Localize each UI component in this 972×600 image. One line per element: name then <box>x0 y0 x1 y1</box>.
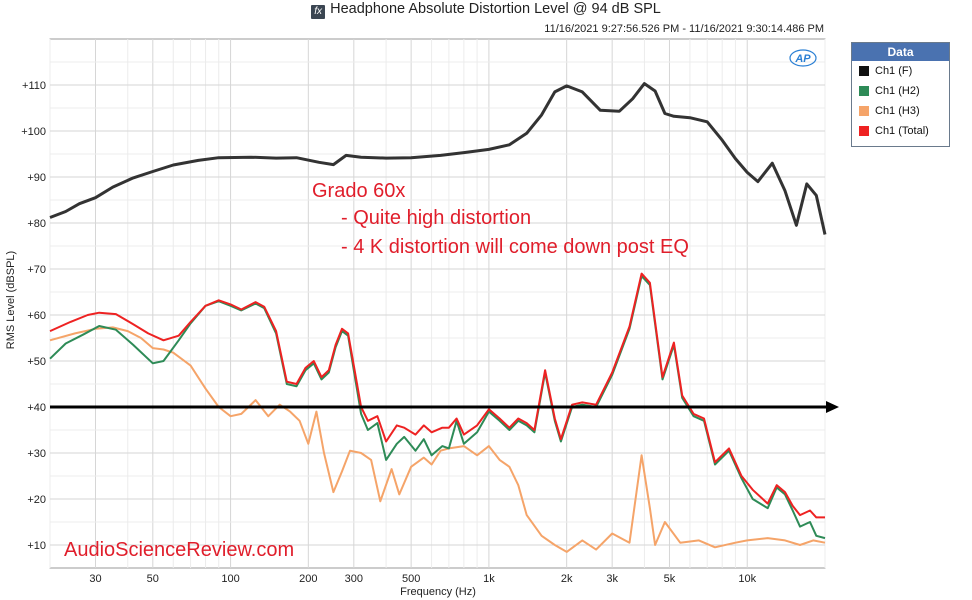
y-tick-label: +110 <box>22 80 46 92</box>
x-tick-label: 10k <box>738 573 756 585</box>
x-tick-label: 500 <box>402 573 420 585</box>
series-layer <box>49 82 827 553</box>
y-tick-label: +80 <box>27 218 46 230</box>
x-tick-label: 200 <box>299 573 317 585</box>
legend-swatch-ch1-f <box>859 66 869 76</box>
annotation-line-2: - 4 K distortion will come down post EQ <box>341 236 689 258</box>
y-tick-label: +30 <box>27 448 46 460</box>
y-tick-label: +40 <box>27 402 46 414</box>
watermark: AudioScienceReview.com <box>64 539 294 561</box>
y-tick-label: +90 <box>27 172 46 184</box>
x-tick-label: 100 <box>221 573 239 585</box>
x-tick-label: 5k <box>664 573 676 585</box>
chart-title: Headphone Absolute Distortion Level @ 94… <box>330 1 661 17</box>
legend-swatch-ch1-h3 <box>859 106 869 116</box>
legend-swatch-ch1-h2 <box>859 86 869 96</box>
legend: Data Ch1 (F) Ch1 (H2) Ch1 (H3) Ch1 (Tota… <box>851 42 950 147</box>
reference-arrowhead <box>826 401 839 413</box>
legend-title: Data <box>852 43 949 61</box>
x-tick-label: 50 <box>147 573 159 585</box>
x-tick-label: 3k <box>606 573 618 585</box>
y-tick-label: +100 <box>21 126 46 138</box>
plot-background <box>49 38 826 569</box>
legend-swatch-ch1-total <box>859 126 869 136</box>
series-line-ch1-total <box>49 272 825 519</box>
annotation-title: Grado 60x <box>312 180 405 202</box>
y-axis-label: RMS Level (dBSPL) <box>5 251 17 349</box>
fx-icon: fx <box>311 5 326 19</box>
legend-item-ch1-h2[interactable]: Ch1 (H2) <box>852 81 949 101</box>
legend-label: Ch1 (Total) <box>875 125 929 137</box>
ap-badge-text: AP <box>794 53 811 65</box>
x-tick-label: 2k <box>561 573 573 585</box>
y-tick-label: +60 <box>27 310 46 322</box>
chart-title-row: fx Headphone Absolute Distortion Level @ … <box>0 1 972 19</box>
x-tick-label: 1k <box>483 573 495 585</box>
legend-item-ch1-f[interactable]: Ch1 (F) <box>852 61 949 81</box>
series-line-ch1-f <box>49 82 827 235</box>
y-tick-label: +20 <box>27 494 46 506</box>
reference-layer <box>50 401 839 413</box>
y-tick-label: +50 <box>27 356 46 368</box>
y-tick-label: +70 <box>27 264 46 276</box>
legend-item-ch1-total[interactable]: Ch1 (Total) <box>852 121 949 141</box>
legend-item-ch1-h3[interactable]: Ch1 (H3) <box>852 101 949 121</box>
ap-badge: AP <box>789 49 817 67</box>
timestamp: 11/16/2021 9:27:56.526 PM - 11/16/2021 9… <box>544 23 824 35</box>
y-tick-label: +10 <box>27 540 46 552</box>
series-line-ch1-h3 <box>49 326 826 553</box>
legend-label: Ch1 (F) <box>875 65 913 77</box>
x-tick-label: 30 <box>89 573 101 585</box>
tick-labels: +10 +20 +30 +40 +50 +60 +70 +80 +90 +100 +110 30 50 1… <box>21 80 756 585</box>
x-axis-label: Frequency (Hz) <box>400 586 476 598</box>
legend-label: Ch1 (H3) <box>875 105 920 117</box>
annotation-line-1: - Quite high distortion <box>341 207 531 229</box>
x-tick-label: 300 <box>345 573 363 585</box>
legend-label: Ch1 (H2) <box>875 85 920 97</box>
series-line-ch1-h2 <box>49 274 826 540</box>
ap-badge-ring <box>789 49 817 67</box>
